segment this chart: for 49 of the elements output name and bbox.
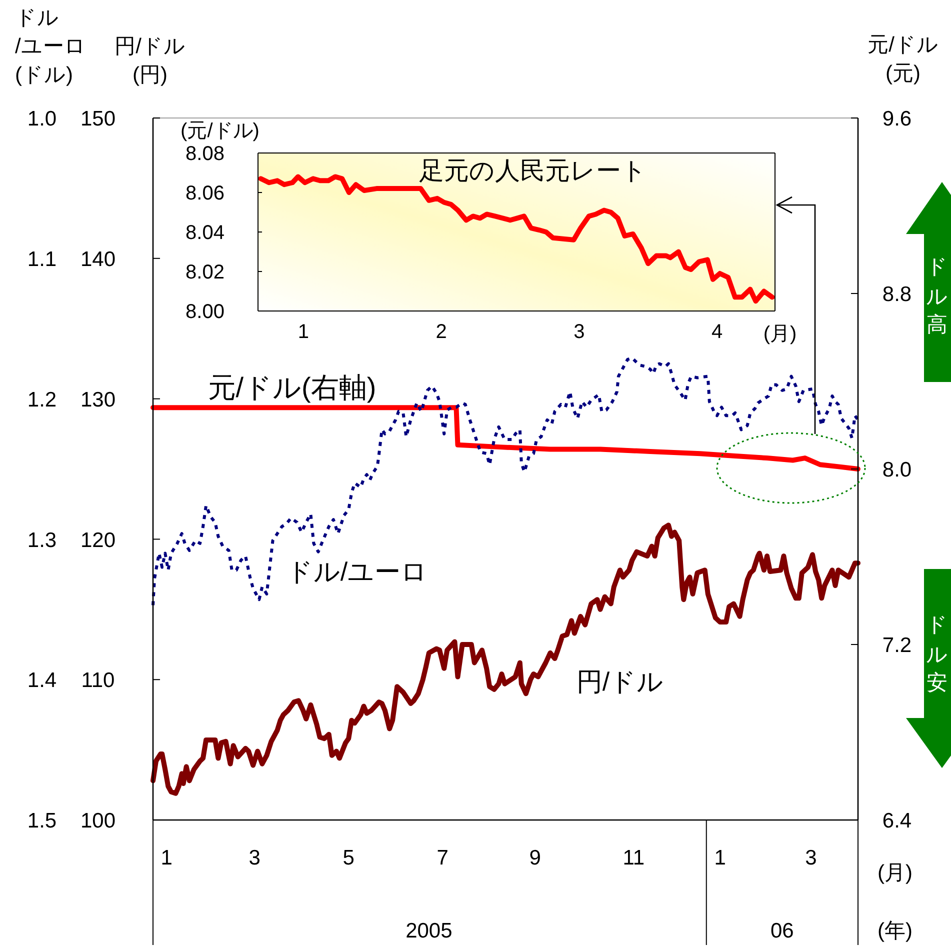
series-label: 元/ドル(右軸) [208, 372, 376, 404]
x-tick-label: 2 [436, 321, 447, 344]
y2-tick-label: 8.0 [882, 458, 912, 482]
x-tick-label: 7 [436, 846, 448, 870]
y-tick-label: 140 [80, 248, 116, 271]
y-tick-label: 8.02 [186, 262, 224, 284]
x-tick-label: 5 [342, 846, 354, 870]
y-tick-label: 130 [80, 388, 116, 412]
y-axis-title: (元/ドル) [180, 120, 260, 142]
y3-tick-label: 1.3 [27, 528, 57, 552]
x-tick-label: 3 [574, 321, 585, 344]
y-tick-label: 150 [80, 108, 116, 131]
x2-axis-title: (年) [878, 920, 912, 943]
y3-tick-label: 1.0 [27, 108, 57, 131]
x-tick-label: 9 [529, 846, 541, 870]
x2-tick-label: 2005 [406, 920, 452, 943]
x-tick-label: 1 [714, 846, 726, 870]
series-label: 円/ドル [576, 666, 664, 696]
y-tick-label: 100 [80, 810, 116, 833]
y3-tick-label: 1.2 [27, 388, 57, 412]
x2-tick-label: 06 [770, 920, 794, 943]
series-label: ドル/ユーロ [286, 556, 428, 586]
y2-tick-label: 9.6 [882, 108, 912, 131]
y-tick-label: 8.06 [186, 182, 224, 205]
y-tick-label: 8.04 [186, 222, 224, 244]
y2-axis-title: 元/ドル (元) [868, 34, 938, 86]
x-tick-label: 4 [712, 321, 723, 344]
x-tick-label: 3 [805, 846, 817, 870]
text: ドル安 [926, 614, 948, 695]
y3-tick-label: 1.5 [27, 810, 57, 833]
x-tick-label: 1 [298, 321, 310, 344]
chart-title: 足元の人民元レート [419, 157, 647, 185]
x-tick-label: 3 [248, 846, 260, 870]
y2-tick-label: 8.8 [882, 283, 912, 306]
y-tick-label: 8.08 [186, 143, 224, 166]
y-axis-title: 円/ドル (円) [114, 35, 186, 87]
x-axis-title: (月) [878, 862, 912, 885]
y3-axis-title: ドル /ユーロ (ドル) [15, 6, 86, 87]
text: ドル高 [926, 256, 948, 337]
y-tick-label: 8.00 [186, 301, 224, 324]
y3-tick-label: 1.1 [27, 248, 57, 271]
x-axis-title: (月) [763, 323, 797, 346]
x-tick-label: 11 [622, 846, 645, 870]
y3-tick-label: 1.4 [27, 669, 57, 692]
y-tick-label: 110 [81, 669, 115, 692]
x-tick-label: 1 [160, 846, 172, 870]
y2-tick-label: 6.4 [882, 810, 912, 833]
y2-tick-label: 7.2 [882, 634, 912, 658]
y-tick-label: 120 [80, 528, 116, 552]
